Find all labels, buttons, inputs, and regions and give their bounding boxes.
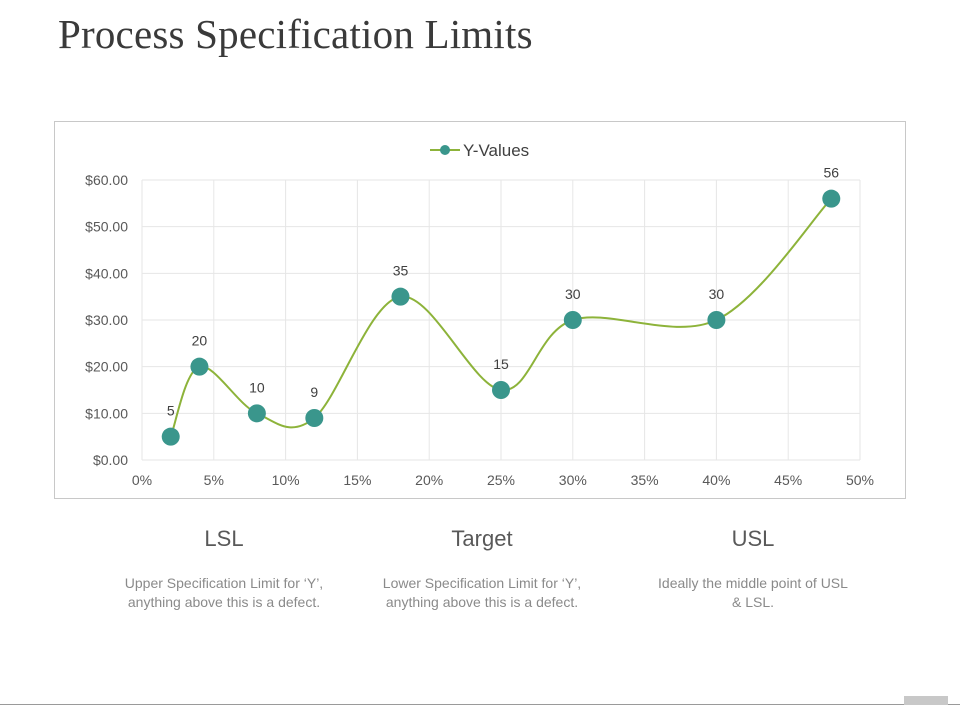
column-heading: Target bbox=[451, 526, 513, 551]
column-description: Lower Specification Limit for ‘Y’, anyth… bbox=[382, 575, 582, 610]
data-label: 56 bbox=[823, 165, 839, 181]
series-line bbox=[169, 197, 833, 438]
data-point bbox=[391, 287, 410, 306]
data-label: 20 bbox=[192, 333, 208, 349]
column-heading: LSL bbox=[204, 526, 244, 551]
x-tick-label: 20% bbox=[415, 472, 443, 488]
y-tick-label: $50.00 bbox=[85, 219, 128, 235]
data-label: 30 bbox=[709, 286, 725, 302]
data-point bbox=[707, 311, 726, 329]
corner-tab bbox=[904, 696, 948, 705]
y-tick-label: $40.00 bbox=[85, 265, 128, 281]
x-tick-label: 10% bbox=[272, 472, 300, 488]
x-tick-label: 5% bbox=[204, 472, 224, 488]
x-tick-label: 25% bbox=[487, 472, 515, 488]
column-description: Ideally the middle point of USL & LSL. bbox=[658, 575, 848, 610]
x-tick-label: 15% bbox=[343, 472, 371, 488]
data-point bbox=[247, 404, 266, 423]
data-label: 10 bbox=[249, 379, 265, 395]
page-title: Process Specification Limits bbox=[58, 11, 533, 57]
data-label: 9 bbox=[310, 384, 318, 400]
data-point bbox=[492, 381, 510, 399]
x-tick-label: 0% bbox=[132, 472, 152, 488]
spec-columns: LSL Upper Specification Limit for ‘Y’, a… bbox=[0, 524, 960, 644]
column-lsl: LSL Upper Specification Limit for ‘Y’, a… bbox=[124, 524, 324, 612]
x-tick-label: 45% bbox=[774, 472, 802, 488]
y-tick-label: $10.00 bbox=[85, 405, 128, 421]
data-label: 15 bbox=[493, 356, 509, 372]
data-point bbox=[305, 409, 324, 427]
data-label: 5 bbox=[167, 403, 175, 419]
line-chart: $0.00 $10.00 $20.00 $30.00 $40.00 $50.00 $60.0… bbox=[85, 141, 874, 488]
data-point bbox=[822, 189, 841, 208]
legend-marker bbox=[440, 145, 450, 155]
y-tick-label: $0.00 bbox=[93, 452, 128, 468]
y-tick-label: $60.00 bbox=[85, 172, 128, 188]
data-point bbox=[190, 357, 209, 376]
data-label: 35 bbox=[393, 263, 409, 279]
chart-frame: $0.00 $10.00 $20.00 $30.00 $40.00 $50.00 $60.0… bbox=[54, 121, 906, 499]
x-tick-label: 30% bbox=[559, 472, 587, 488]
y-tick-label: $30.00 bbox=[85, 312, 128, 328]
data-label: 30 bbox=[565, 286, 581, 302]
x-tick-label: 50% bbox=[846, 472, 874, 488]
bottom-divider bbox=[0, 704, 960, 705]
x-tick-label: 35% bbox=[631, 472, 659, 488]
x-tick-label: 40% bbox=[702, 472, 730, 488]
y-tick-label: $20.00 bbox=[85, 359, 128, 375]
data-point bbox=[161, 427, 180, 446]
column-target: Target Lower Specification Limit for ‘Y’… bbox=[382, 524, 582, 612]
column-heading: USL bbox=[731, 526, 775, 551]
column-description: Upper Specification Limit for ‘Y’, anyth… bbox=[124, 575, 324, 610]
data-point bbox=[563, 311, 582, 329]
column-usl: USL Ideally the middle point of USL & LS… bbox=[653, 524, 853, 612]
legend-label: Y-Values bbox=[463, 141, 529, 160]
